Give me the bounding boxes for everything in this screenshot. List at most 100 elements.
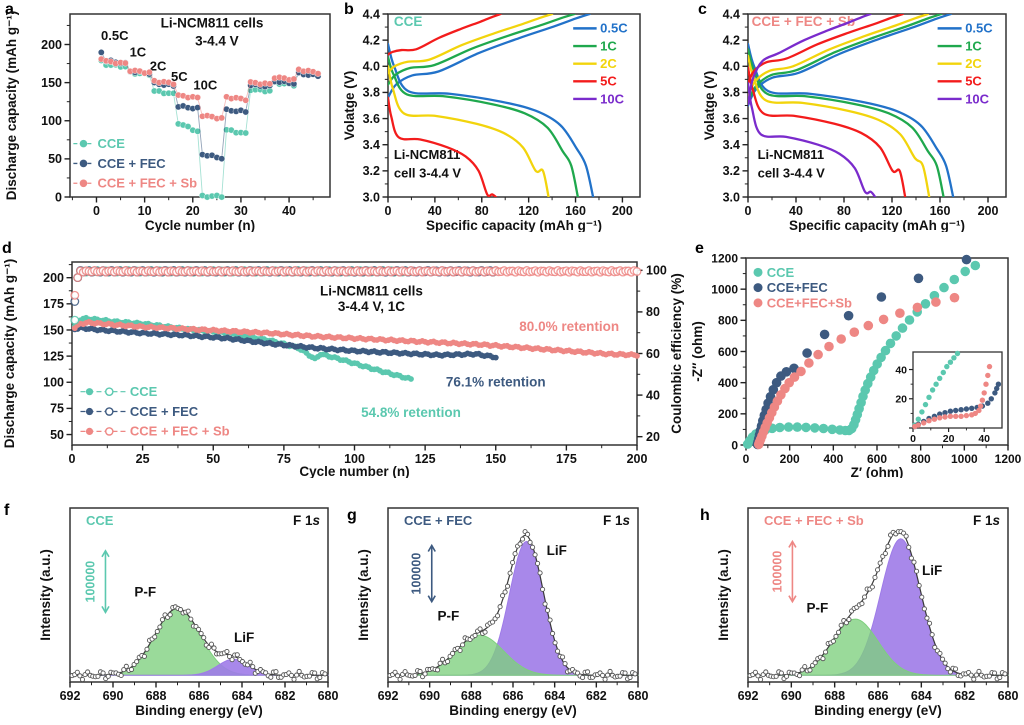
panel-letter-f: f: [4, 502, 10, 519]
x-axis: 692 690 688 686 684 682 680: [60, 682, 338, 703]
cell-note: Li-NCM811 cells: [320, 283, 423, 298]
y-axis: 0 200 400 600 800 1000 1200: [711, 251, 746, 452]
legend-label: CCE + FEC + Sb: [130, 424, 230, 439]
y-tick-label: 0: [731, 438, 738, 452]
legend: CCE CCE + FEC CCE + FEC + Sb: [73, 136, 197, 191]
y-tick-label: 3.0: [723, 190, 740, 204]
x-tick-label: 80: [837, 204, 851, 218]
y-tick-label: 200: [718, 407, 738, 421]
right-tick-label: 20: [646, 430, 660, 444]
legend-label: 10C: [600, 91, 624, 106]
right-tick-label: 60: [646, 347, 660, 361]
intensity-scalebar: 100000: [83, 549, 110, 614]
series-CCE: [742, 260, 981, 449]
x-tick-label: 684: [544, 689, 565, 703]
capacity-CCE + FEC: [71, 324, 499, 361]
x-axis-title: Z′ (ohm): [851, 465, 904, 478]
x-tick-label: 600: [867, 452, 887, 466]
x-tick-label: 686: [503, 689, 524, 703]
y-tick-label: 150: [41, 76, 62, 90]
peak-label-LiF: LiF: [234, 630, 254, 645]
peak-label-P-F: P-F: [806, 600, 828, 615]
rate-capability-chart: 0 10 20 30 40 0 50 100 150 200 Cycle number (n) Dis…: [4, 11, 331, 232]
legend-label: CCE + FEC: [130, 404, 199, 419]
x-tick-label: 800: [911, 452, 931, 466]
x-tick-label: 688: [824, 689, 845, 703]
x-tick-label: 120: [518, 204, 539, 218]
x-tick-label: 0: [385, 204, 392, 218]
inset-x-tick: 40: [978, 433, 990, 445]
x-axis: 0 200 400 600 800 1000 1200: [743, 445, 1022, 466]
panel-voltage-profiles-cce-fec-sb: 0 40 80 120 160 200 3.0 3.2 3.4 3.6 3.8 4.0 4.2 4.4 Sp…: [690, 0, 1024, 232]
y-tick-label: 4.0: [363, 60, 380, 74]
rate-label: 5C: [171, 69, 188, 84]
y-tick-label: 100: [43, 376, 64, 390]
x-tick-label: 200: [612, 204, 633, 218]
spectrum-label: F 1s: [973, 513, 1001, 528]
xps-cce-chart: 692 690 688 686 684 682 680 Binding energy (eV)…: [38, 507, 338, 718]
y-tick-label: 3.0: [363, 190, 380, 204]
long-cycling-chart: 0 25 50 75 100 125 150 175 200 50 75 100 125 150 175 20…: [2, 259, 684, 478]
x-tick-label: 40: [282, 204, 296, 218]
y-axis-title: -Z″ (ohm): [692, 321, 705, 381]
legend-label: CCE: [767, 265, 795, 280]
x-tick-label: 682: [586, 689, 607, 703]
legend-label: 5C: [600, 74, 617, 89]
x-tick-label: 690: [103, 689, 124, 703]
electrolyte-label: CCE + FEC + Sb: [752, 14, 856, 29]
x-tick-label: 680: [628, 689, 649, 703]
y-tick-label: 200: [41, 38, 62, 52]
panel-letter-e: e: [695, 240, 704, 257]
x-tick-label: 120: [882, 204, 903, 218]
y-tick-label: 1200: [711, 251, 738, 265]
right-y-axis: 20 40 60 80 100: [637, 264, 667, 444]
legend-label: 0.5C: [965, 21, 993, 36]
x-tick-label: 25: [136, 452, 150, 466]
inset-y-tick: 20: [895, 394, 907, 406]
x-tick-label: 50: [206, 452, 220, 466]
panel-long-cycling: 0 25 50 75 100 125 150 175 200 50 75 100 125 150 175 20…: [0, 232, 692, 478]
scalebar-value: 100000: [770, 551, 784, 593]
y-tick-label: 4.4: [723, 7, 740, 21]
y-axis: 50 75 100 125 150 175 200: [43, 264, 72, 442]
inset-x-tick: 20: [943, 433, 955, 445]
y-tick-label: 4.4: [363, 7, 380, 21]
x-tick-label: 690: [419, 689, 440, 703]
y-tick-label: 150: [43, 323, 64, 337]
raw-data-points: [69, 604, 328, 683]
capacity-CCE + FEC + Sb: [71, 318, 640, 359]
y-tick-label: 75: [50, 402, 64, 416]
x-tick-label: 688: [461, 689, 482, 703]
curves: [748, 14, 955, 197]
peak-label-P-F: P-F: [134, 584, 156, 599]
scalebar-value: 100000: [83, 561, 97, 603]
inset-x-tick: 0: [910, 433, 916, 445]
inset-y-tick: 40: [895, 364, 907, 376]
panel-nyquist: 0 200 400 600 800 1000 1200 0 200 400 600 800 1000 12…: [692, 232, 1024, 478]
x-tick-label: 160: [565, 204, 586, 218]
voltage-profiles-cce-chart: 0 40 80 120 160 200 3.0 3.2 3.4 3.6 3.8 4.0 4.2 4.4 Sp…: [342, 7, 641, 232]
legend-label: CCE: [130, 384, 158, 399]
x-axis: 0 40 80 120 160 200: [385, 197, 633, 218]
panel-xps-cce-fec-sb: 692 690 688 686 684 682 680 Binding energy (eV)…: [685, 478, 1024, 725]
x-axis-title: Binding energy (eV): [814, 703, 942, 718]
scalebar-value: 100000: [410, 553, 424, 595]
y-tick-label: 3.4: [363, 138, 380, 152]
panel-letter-a: a: [5, 1, 14, 18]
retention-label: 76.1% retention: [446, 374, 546, 389]
y-tick-label: 3.6: [723, 112, 740, 126]
electrolyte-label: CCE: [86, 513, 114, 528]
x-axis-title: Binding energy (eV): [135, 703, 263, 718]
y-tick-label: 0: [55, 190, 62, 204]
x-axis: 692 690 688 686 684 682 680: [738, 682, 1018, 703]
x-tick-label: 682: [275, 689, 296, 703]
x-axis-title: Cycle number (n): [299, 464, 409, 478]
right-tick-label: 80: [646, 305, 660, 319]
legend-label: 0.5C: [600, 21, 628, 36]
rate-label: 2C: [150, 58, 167, 73]
xps-cce-fec-sb-chart: 692 690 688 686 684 682 680 Binding energy (eV)…: [716, 507, 1018, 718]
legend: CCE CCE + FEC CCE + FEC + Sb: [80, 384, 230, 439]
inset: 0 20 40 20 40: [895, 350, 1004, 445]
